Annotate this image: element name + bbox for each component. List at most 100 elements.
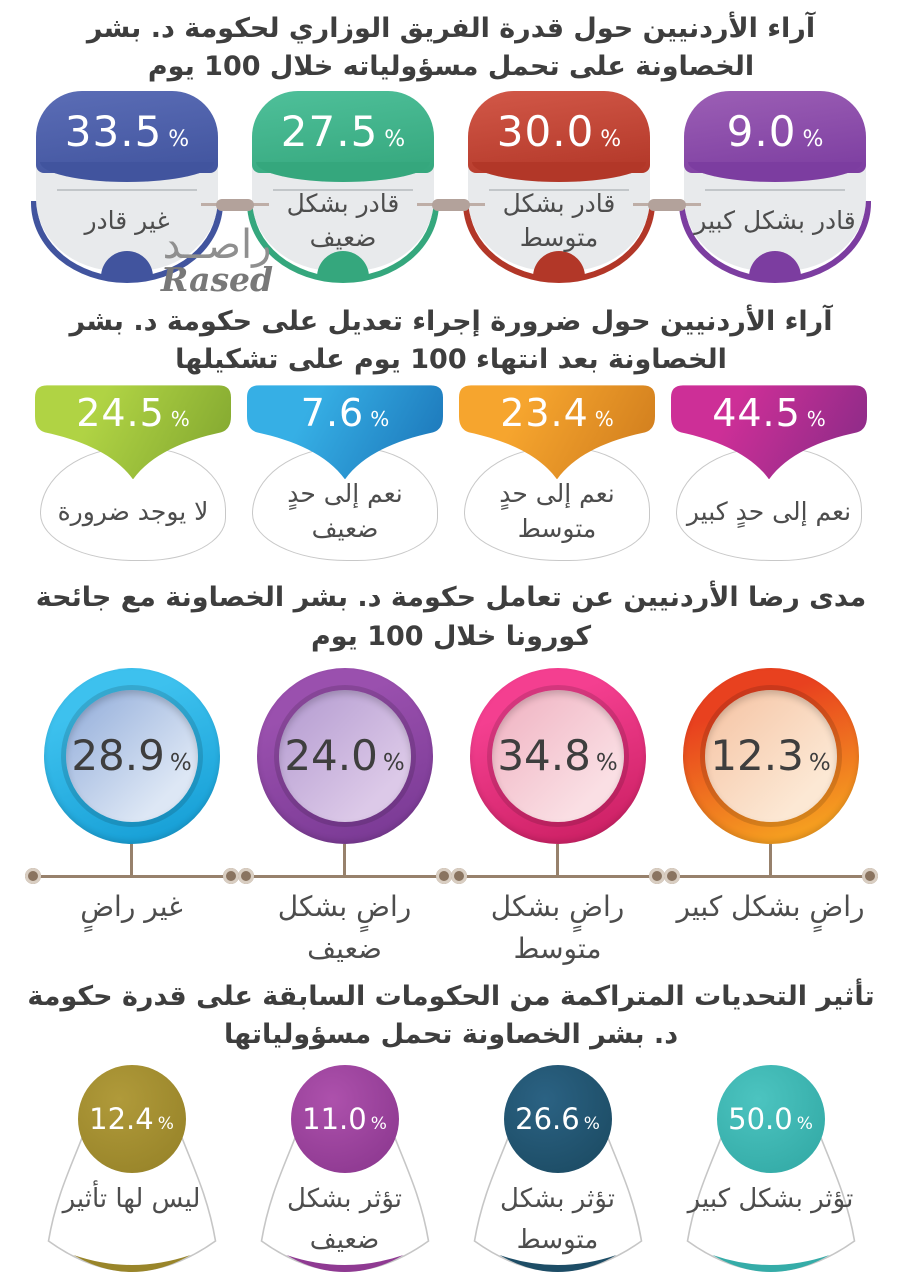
stat-label: راضٍ بشكل ضعيف	[277, 889, 412, 965]
stat-unit: %	[583, 1113, 600, 1134]
stat-unit: %	[370, 1113, 387, 1134]
stat-label: غير قادر	[84, 205, 170, 235]
section-3-title: مدى رضا الأردنيين عن تعامل حكومة د. بشر …	[35, 582, 867, 652]
stat-value-group: 24.5%	[35, 391, 231, 435]
section-4-chart: 50.0% تؤثر بشكل كبير 26.6% تؤثر بشكل متو…	[0, 1063, 902, 1280]
connector-stem	[130, 843, 133, 875]
stat-unit: %	[169, 750, 192, 777]
stat-value-group: 33.5%	[31, 107, 223, 156]
divider-line	[273, 188, 413, 191]
stat-circle: 26.6%	[503, 1064, 612, 1173]
stat-value: 26.6	[515, 1101, 580, 1136]
connector-dot-line	[24, 868, 239, 885]
ring-circle: 12.3%	[682, 667, 859, 844]
watermark-arabic-text: راصــد	[162, 222, 272, 268]
ring-inner-circle: 28.9%	[65, 689, 198, 822]
stat-value-group: 24.0%	[284, 731, 404, 780]
section-4-title: تأثير التحديات المتراكمة من الحكومات الس…	[27, 980, 875, 1051]
stat-bucket-affect-medium: 26.6% تؤثر بشكل متوسط	[451, 1063, 664, 1280]
section-3-chart: 12.3% راضٍ بشكل كبير 34.8% راضٍ بشكل متو…	[0, 667, 902, 970]
stat-ribbon-yes-medium: 23.4% نعم إلى حدٍ متوسط	[452, 385, 662, 562]
watermark-latin-text: Rased	[160, 260, 274, 299]
stat-value-group: 27.5%	[247, 107, 439, 156]
connector-dot-line	[450, 868, 665, 885]
label-blob: لا يوجد ضرورة	[40, 447, 226, 562]
ring-inner-circle: 12.3%	[704, 689, 837, 822]
stat-circle: 50.0%	[716, 1064, 825, 1173]
stat-value-group: 26.6%	[515, 1102, 600, 1136]
bubble-header	[468, 90, 650, 182]
stat-unit: %	[382, 750, 405, 777]
ring-circle: 28.9%	[43, 667, 220, 844]
stat-label: نعم إلى حدٍ متوسط	[499, 479, 615, 544]
stat-label: نعم إلى حدٍ ضعيف	[287, 479, 403, 544]
stat-value: 11.0	[302, 1101, 367, 1136]
stat-value-group: 50.0%	[728, 1102, 813, 1136]
stat-unit: %	[384, 126, 406, 152]
stat-value-group: 12.4%	[89, 1102, 174, 1136]
connector-stem	[556, 843, 559, 875]
stat-label: قادر بشكل ضعيف	[286, 188, 400, 252]
bucket-shape	[260, 1107, 429, 1272]
stat-label: لا يوجد ضرورة	[57, 496, 209, 526]
stat-unit: %	[806, 407, 826, 432]
stat-ribbon-yes-large: 44.5% نعم إلى حدٍ كبير	[664, 385, 874, 562]
stat-circle: 12.4%	[77, 1064, 186, 1173]
stat-value-group: 30.0%	[463, 107, 655, 156]
stat-circle: 11.0%	[290, 1064, 399, 1173]
stat-label: قادر بشكل متوسط	[502, 188, 616, 252]
connector-pill	[633, 197, 701, 213]
stat-unit: %	[600, 126, 622, 152]
stat-value: 34.8	[497, 731, 591, 781]
stat-label: تؤثر بشكل ضعيف	[287, 1183, 402, 1256]
stat-value: 33.5	[64, 106, 163, 156]
stat-value: 44.5	[712, 391, 801, 436]
stat-value: 24.0	[284, 731, 378, 781]
stat-value-group: 11.0%	[302, 1102, 387, 1136]
section-2-title: آراء الأردنيين حول ضرورة إجراء تعديل على…	[69, 305, 833, 375]
section-2-chart: 44.5% نعم إلى حدٍ كبير 23.4% نعم إلى حدٍ…	[0, 385, 902, 569]
bucket-shape	[47, 1107, 216, 1272]
stat-ribbon-no-need: 24.5% لا يوجد ضرورة	[28, 385, 238, 562]
stat-value: 7.6	[300, 391, 365, 436]
stat-circle-not-satisfied: 28.9% غير راضٍ	[24, 667, 239, 928]
section-1-title: آراء الأردنيين حول قدرة الفريق الوزاري ل…	[86, 13, 816, 83]
stat-unit: %	[157, 1113, 174, 1134]
bubble-header	[252, 90, 434, 182]
stat-label: ليس لها تأثير	[62, 1183, 201, 1214]
stat-unit: %	[796, 1113, 813, 1134]
stat-bucket-no-effect: 12.4% ليس لها تأثير	[25, 1063, 238, 1280]
stat-value-group: 9.0%	[679, 107, 871, 156]
stat-label: تؤثر بشكل متوسط	[500, 1183, 615, 1256]
stat-bubble-capable-weak: 27.5% قادر بشكل ضعيف	[247, 90, 439, 283]
ring-inner-circle: 34.8%	[491, 689, 624, 822]
stat-value: 23.4	[500, 391, 589, 436]
stat-bucket-affect-large: 50.0% تؤثر بشكل كبير	[664, 1063, 877, 1280]
stat-value: 12.3	[710, 731, 804, 781]
rased-watermark-logo: راصــد Rased	[142, 222, 292, 299]
stat-value: 50.0	[728, 1101, 793, 1136]
ring-circle: 24.0%	[256, 667, 433, 844]
stat-bucket-affect-weak: 11.0% تؤثر بشكل ضعيف	[238, 1063, 451, 1280]
stat-value-group: 12.3%	[710, 731, 830, 780]
ring-inner-circle: 24.0%	[278, 689, 411, 822]
connector-dot-line	[663, 868, 878, 885]
section-1-chart: 9.0% قادر بشكل كبير 30.0% قادر بشكل متوس…	[0, 90, 902, 293]
stat-value: 27.5	[280, 106, 379, 156]
bubble-header	[36, 90, 218, 182]
bucket-shape	[686, 1107, 855, 1272]
stat-bubble-capable-medium: 30.0% قادر بشكل متوسط	[463, 90, 655, 283]
connector-pill	[417, 197, 485, 213]
stat-label: تؤثر بشكل كبير	[687, 1183, 854, 1214]
divider-line	[57, 188, 197, 191]
stat-circle-satisfied-weak: 24.0% راضٍ بشكل ضعيف	[237, 667, 452, 970]
connector-stem	[769, 843, 772, 875]
stat-bubble-capable-large: 9.0% قادر بشكل كبير	[679, 90, 871, 283]
connector-pill	[201, 197, 269, 213]
stat-value-group: 28.9%	[71, 731, 191, 780]
stat-unit: %	[808, 750, 831, 777]
stat-value-group: 44.5%	[671, 391, 867, 435]
stat-label: راضٍ بشكل كبير	[676, 889, 865, 923]
divider-line	[489, 188, 629, 191]
